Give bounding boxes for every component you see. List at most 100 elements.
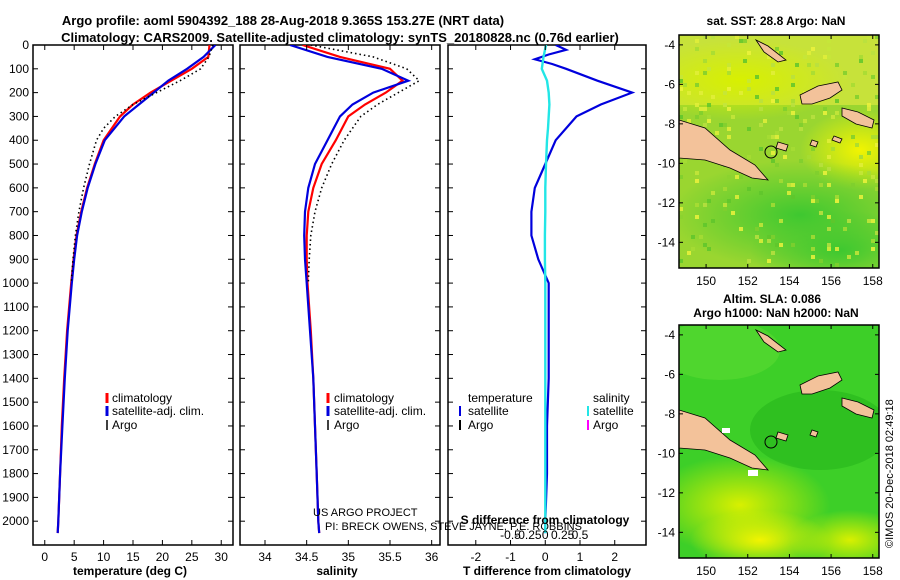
sst-pixel — [699, 107, 703, 111]
sst-pixel — [723, 187, 727, 191]
sst-pixel — [827, 243, 831, 247]
sst-pixel — [843, 71, 847, 75]
sst-pixel — [695, 39, 699, 43]
island-small-1 — [775, 135, 843, 152]
sst-pixel — [867, 151, 871, 155]
sst-pixel — [711, 51, 715, 55]
s-diff-tick-label: 0 — [542, 528, 549, 542]
sst-pixel — [855, 251, 859, 255]
series-line-satellite — [289, 45, 412, 534]
depth-tick-label: 1500 — [2, 395, 29, 409]
sst-pixel — [807, 63, 811, 67]
map-y-tick-label: -4 — [664, 38, 675, 52]
sst-pixel — [871, 51, 875, 55]
sst-pixel — [827, 39, 831, 43]
map-y-tick-label: -14 — [658, 235, 676, 249]
x-tick-label: 36 — [425, 550, 439, 564]
sst-pixel — [863, 71, 867, 75]
sst-pixel — [791, 243, 795, 247]
sst-pixel — [827, 215, 831, 219]
sst-pixel — [819, 259, 823, 263]
salinity-legend: climatology satellite-adj. clim. Argo — [326, 391, 426, 432]
sst-pixel — [783, 155, 787, 159]
sst-pixel — [771, 159, 775, 163]
depth-tick-label: 1400 — [2, 371, 29, 385]
sst-pixel — [835, 195, 839, 199]
sst-pixel — [859, 155, 863, 159]
map-x-tick-label: 152 — [738, 274, 758, 288]
depth-tick-label: 800 — [9, 228, 29, 242]
salinity-xlabel: salinity — [316, 564, 358, 578]
sst-pixel — [867, 35, 871, 39]
sst-pixel — [851, 83, 855, 87]
depth-axis: 0 100 200 300 400 500 600 700 800 900 1000 1100 1200… — [2, 38, 29, 528]
sst-pixel — [791, 147, 795, 151]
sst-pixel — [791, 183, 795, 187]
sst-pixel — [823, 111, 827, 115]
solomon-land-1 — [841, 107, 875, 129]
sst-pixel — [759, 191, 763, 195]
series-line-t-satellite — [530, 45, 636, 534]
difference-legend: temperature satellite Argo salinity sate… — [459, 391, 634, 432]
s-diff-tick-label: 0.5 — [572, 528, 589, 542]
depth-tick-label: 1600 — [2, 419, 29, 433]
sst-pixel — [847, 219, 851, 223]
sst-pixel — [755, 227, 759, 231]
temperature-legend: climatology satellite-adj. clim. Argo — [105, 391, 204, 432]
map-y-tick-label: -4 — [664, 328, 675, 342]
t-difference-xlabel: T difference from climatology — [463, 564, 631, 578]
sst-pixel — [787, 191, 791, 195]
depth-tick-label: 900 — [9, 252, 29, 266]
sst-pixel — [867, 103, 871, 107]
sst-pixel — [835, 111, 839, 115]
sst-pixel — [699, 235, 703, 239]
s-diff-tick-label: -0.25 — [514, 528, 542, 542]
legend-label-climatology: climatology — [334, 391, 394, 405]
sst-map-title: sat. SST: 28.8 Argo: NaN — [707, 14, 846, 28]
map-y-tick-label: -12 — [658, 486, 676, 500]
x-tick-label: 35.5 — [378, 550, 402, 564]
sst-pixel — [863, 39, 867, 43]
sst-pixel — [843, 227, 847, 231]
x-tick-label: 0 — [41, 550, 48, 564]
sst-pixel — [791, 75, 795, 79]
depth-tick-label: 500 — [9, 157, 29, 171]
sst-pixel — [827, 47, 831, 51]
sst-pixel — [803, 119, 807, 123]
sst-pixel — [691, 235, 695, 239]
sst-pixel — [739, 91, 743, 95]
depth-tick-label: 400 — [9, 133, 29, 147]
new-ireland-land-1 — [754, 38, 787, 63]
series-line-climatology — [56, 45, 211, 534]
sst-pixel — [703, 71, 707, 75]
imos-stamp: ©IMOS 20-Dec-2018 02:49:18 — [884, 399, 896, 548]
sst-pixel — [855, 95, 859, 99]
x-tick-label: 20 — [156, 550, 170, 564]
new-ireland-land-2 — [754, 328, 787, 353]
depth-tick-label: 1300 — [2, 348, 29, 362]
island-small-2 — [775, 429, 819, 442]
sst-pixel — [771, 235, 775, 239]
sst-pixel — [767, 259, 771, 263]
series-line-argo — [70, 45, 214, 284]
sst-pixel — [875, 179, 879, 183]
map-x-tick-label: 154 — [779, 274, 799, 288]
sla-map-title-2: Argo h1000: NaN h2000: NaN — [693, 306, 858, 320]
sst-pixel — [803, 55, 807, 59]
depth-tick-label: 300 — [9, 109, 29, 123]
sst-pixel — [831, 115, 835, 119]
sst-pixel — [871, 247, 875, 251]
depth-tick-label: 1100 — [3, 300, 29, 314]
sst-pixel — [867, 107, 871, 111]
sst-pixel — [707, 247, 711, 251]
sst-pixel — [747, 127, 751, 131]
sst-pixel — [811, 199, 815, 203]
sst-pixel — [871, 219, 875, 223]
sst-pixel — [827, 139, 831, 143]
sst-pixel — [863, 179, 867, 183]
title-line-1: Argo profile: aoml 5904392_188 28-Aug-20… — [62, 13, 504, 28]
sst-pixel — [739, 39, 743, 43]
map-y-tick-label: -10 — [658, 446, 676, 460]
sst-pixel — [835, 63, 839, 67]
x-tick-label: 34.5 — [295, 550, 319, 564]
